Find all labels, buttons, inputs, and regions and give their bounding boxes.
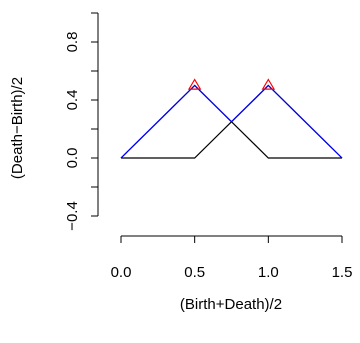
x-tick-label-0: 0.0 <box>111 264 132 281</box>
y-tick-label-1: 0.0 <box>64 148 81 169</box>
x-tick-label-2: 1.0 <box>258 264 279 281</box>
y-axis-label: (Death−Birth)/2 <box>9 77 26 179</box>
y-tick-label-2: 0.4 <box>64 90 81 111</box>
y-tick-label-3: 0.8 <box>64 32 81 53</box>
marker-triangle-1 <box>261 78 276 90</box>
y-tick-label-0: −0.4 <box>64 201 81 231</box>
x-tick-label-3: 1.5 <box>332 264 353 281</box>
axis-layer: 0.0 0.5 1.0 1.5 −0.4 0.0 0.4 0.8 <box>64 12 353 281</box>
x-axis-label: (Birth+Death)/2 <box>180 296 282 313</box>
x-tick-label-1: 0.5 <box>184 264 205 281</box>
series-line-2 <box>120 84 343 159</box>
marker-triangle-0 <box>187 78 202 90</box>
series-layer <box>120 84 343 159</box>
marker-layer <box>187 78 276 90</box>
